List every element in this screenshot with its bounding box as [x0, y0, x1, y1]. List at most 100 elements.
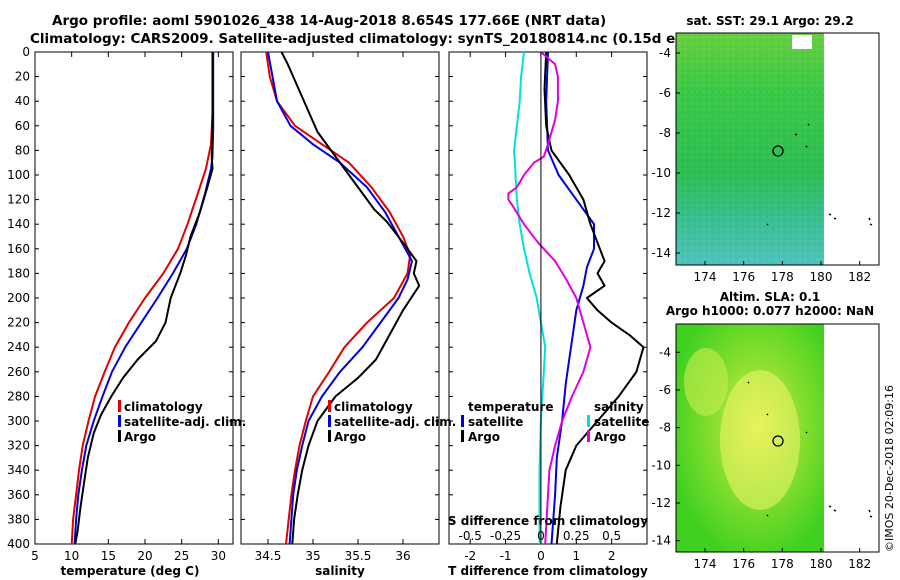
- x-tick-label: 15: [101, 549, 116, 563]
- sdiff-xlabel: S difference from climatology: [448, 514, 648, 528]
- y-tick-label: 380: [7, 512, 30, 526]
- sst-frame: [675, 32, 880, 266]
- y-tick-label: 280: [7, 389, 30, 403]
- y-tick-label: 140: [7, 217, 30, 231]
- series-argo: [74, 52, 214, 545]
- salinity-panel: [240, 51, 440, 545]
- y-tick-label: 400: [7, 537, 30, 551]
- legend-clim-swatch: [118, 400, 121, 412]
- series-satellite-adj-clim-: [267, 51, 413, 545]
- x-tick-label: 34.5: [255, 549, 282, 563]
- y-tick-label: 260: [7, 365, 30, 379]
- legend-clim-label: climatology: [334, 400, 413, 414]
- legend-ssat-label: satellite: [594, 415, 649, 429]
- legend-argo-label: Argo: [124, 430, 156, 444]
- legend-targo-label: Argo: [468, 430, 500, 444]
- sla-frame: [675, 323, 880, 553]
- temperature-plot: 5 10 15 20 25 3002040608010012014016018020022…: [7, 45, 233, 563]
- map-y-tick-label: -12: [651, 496, 671, 510]
- y-tick-label: 240: [7, 340, 30, 354]
- legend-tsat-label: satellite: [468, 415, 523, 429]
- y-tick-label: 20: [15, 70, 30, 84]
- header-line1: Argo profile: aoml 5901026_438 14-Aug-20…: [52, 13, 606, 29]
- x2-tick-label: 0.25: [563, 529, 590, 543]
- x-tick-label: 30: [211, 549, 226, 563]
- legend-targo-swatch: [461, 430, 464, 442]
- y-tick-label: 220: [7, 316, 30, 330]
- sla-map-title: Altim. SLA: 0.1: [720, 290, 821, 304]
- sla-map-axes: 174 176 178 180 182 -4 -6 -8 -10 -12 -14: [651, 345, 871, 571]
- map-y-tick-label: -14: [651, 246, 671, 260]
- y-tick-label: 100: [7, 168, 30, 182]
- legend-clim-label: climatology: [124, 400, 203, 414]
- y-tick-label: 300: [7, 414, 30, 428]
- y-tick-label: 120: [7, 193, 30, 207]
- x-tick-label: 5: [31, 549, 39, 563]
- map-y-tick-label: -4: [659, 46, 671, 60]
- map-y-tick-label: -14: [651, 534, 671, 548]
- sst-map-axes: 174 176 178 180 182 -4 -6 -8 -10 -12 -14: [651, 46, 871, 284]
- temperature-legend: climatology satellite-adj. clim. Argo: [118, 400, 246, 444]
- sst-argo-marker: [772, 145, 784, 157]
- temperature-panel: [34, 51, 234, 545]
- sla-map-subtitle: Argo h1000: 0.077 h2000: NaN: [666, 304, 874, 318]
- y-tick-label: 320: [7, 439, 30, 453]
- legend-tsat-swatch: [461, 415, 464, 427]
- map-y-tick-label: -4: [659, 345, 671, 359]
- map-x-tick-label: 174: [694, 270, 717, 284]
- series-climatology: [70, 52, 214, 545]
- temperature-xlabel: temperature (deg C): [61, 564, 200, 578]
- legend-salinity-title: salinity: [594, 400, 644, 414]
- x2-tick-label: 0.5: [602, 529, 621, 543]
- map-x-tick-label: 176: [732, 557, 755, 571]
- x-tick-label: 36: [395, 549, 410, 563]
- legend-sargo-label: Argo: [594, 430, 626, 444]
- map-x-tick-label: 182: [848, 270, 871, 284]
- map-x-tick-label: 174: [694, 557, 717, 571]
- map-y-tick-label: -8: [659, 126, 671, 140]
- series-argo: [280, 51, 421, 545]
- tdiff-xlabel: T difference from climatology: [448, 564, 648, 578]
- map-x-tick-label: 176: [732, 270, 755, 284]
- header-line2: Climatology: CARS2009. Satellite-adjuste…: [30, 31, 722, 47]
- legend-sargo-swatch: [587, 430, 590, 442]
- x-tick-label: 35: [305, 549, 320, 563]
- x2-tick-label: -0.25: [490, 529, 521, 543]
- legend-sat-label: satellite-adj. clim.: [124, 415, 246, 429]
- y-tick-label: 160: [7, 242, 30, 256]
- series-temperature-argo: [543, 51, 645, 545]
- legend-argo-swatch: [118, 430, 121, 442]
- x-tick-label: 35.5: [345, 549, 372, 563]
- y-tick-label: 200: [7, 291, 30, 305]
- legend-sat-swatch: [328, 415, 331, 427]
- x-tick-label: -1: [500, 549, 512, 563]
- credit-text: ©IMOS 20-Dec-2018 02:09:16: [883, 385, 896, 552]
- x-tick-label: 2: [608, 549, 616, 563]
- map-x-tick-label: 180: [810, 557, 833, 571]
- legend-ssat-swatch: [587, 415, 590, 427]
- sla-high2: [684, 348, 728, 416]
- x-tick-label: 20: [137, 549, 152, 563]
- x-tick-label: -2: [464, 549, 476, 563]
- map-y-tick-label: -8: [659, 421, 671, 435]
- salinity-plot: 34.5 35 35.5 36: [241, 51, 439, 563]
- x-tick-label: 25: [174, 549, 189, 563]
- y-tick-label: 40: [15, 94, 30, 108]
- sla-coast-dots: [747, 381, 873, 518]
- y-tick-label: 0: [22, 45, 30, 59]
- legend-clim-swatch: [328, 400, 331, 412]
- map-y-tick-label: -6: [659, 86, 671, 100]
- sst-texture: [676, 33, 824, 265]
- x-tick-label: 1: [572, 549, 580, 563]
- sst-coast-dots: [766, 123, 873, 226]
- sla-high: [720, 370, 800, 510]
- y-tick-label: 340: [7, 463, 30, 477]
- difference-legend: temperature satellite Argo salinity sate…: [461, 400, 649, 444]
- x2-tick-label: -0.5: [459, 529, 482, 543]
- series-salinity-argo: [507, 51, 592, 545]
- map-y-tick-label: -10: [651, 166, 671, 180]
- series-climatology: [265, 51, 412, 545]
- map-x-tick-label: 182: [848, 557, 871, 571]
